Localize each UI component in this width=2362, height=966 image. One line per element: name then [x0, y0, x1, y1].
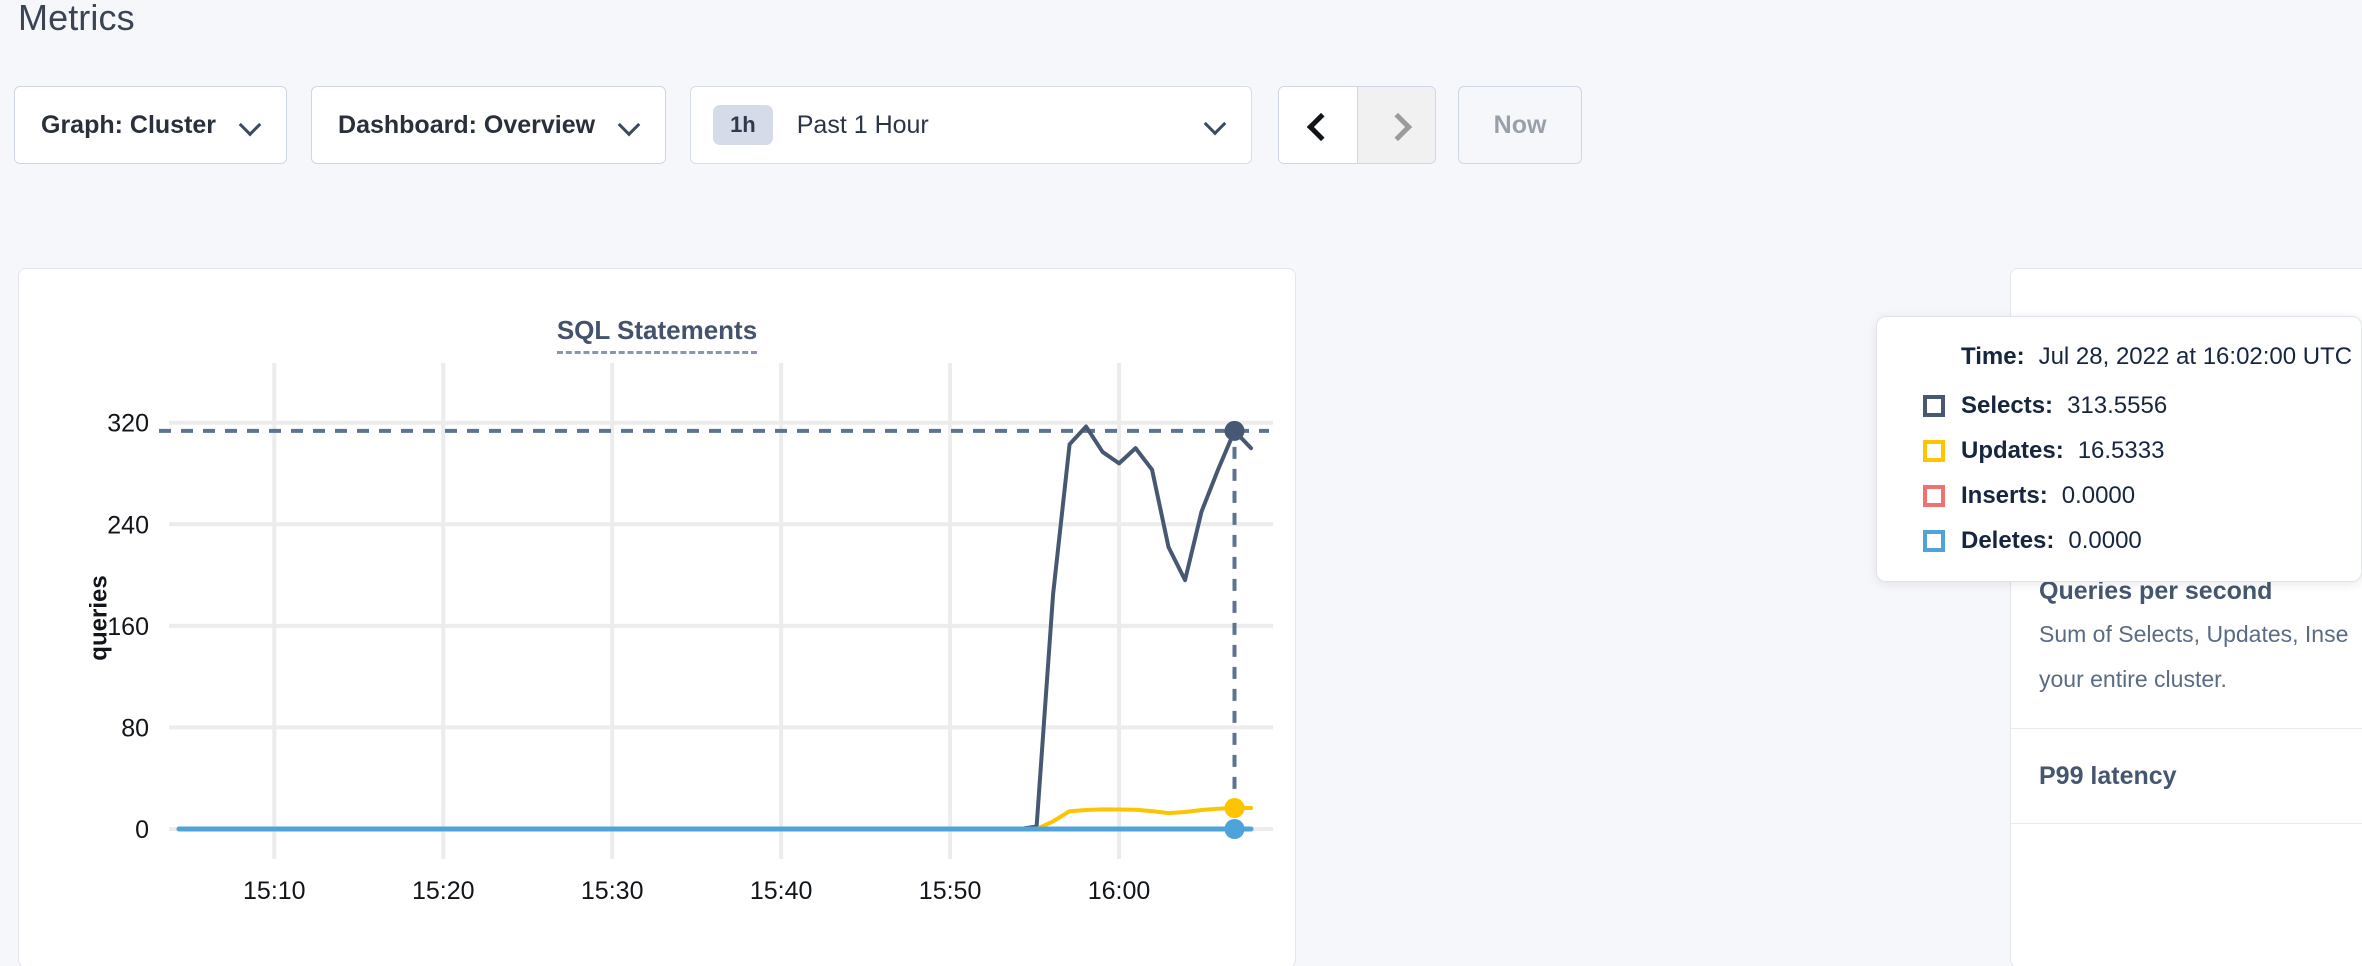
sidebar-item-p99-latency[interactable]: P99 latency — [2011, 729, 2362, 824]
sql-statements-plot: 0 80 160 240 320 15:10 15:20 15:30 15:40 15:50 16:… — [107, 363, 1273, 905]
tooltip-value: 16.5333 — [2077, 437, 2165, 464]
tooltip-key: Selects: — [1961, 392, 2054, 419]
y-tick-label: 0 — [135, 816, 149, 844]
data-point-marker-selects — [1224, 420, 1245, 441]
tooltip-row-updates: Updates: 16.5333 — [1923, 437, 2331, 465]
tooltip-row-selects: Selects: 313.5556 — [1923, 392, 2331, 420]
x-tick-label: 15:40 — [750, 877, 813, 905]
graph-selector-label: Graph: Cluster — [41, 110, 217, 139]
graph-selector-dropdown[interactable]: Graph: Cluster — [14, 86, 288, 164]
tooltip-key: Deletes: — [1961, 527, 2055, 554]
series-line-updates — [177, 806, 1253, 831]
time-prev-button[interactable] — [1279, 87, 1358, 163]
y-tick-label: 240 — [107, 511, 149, 539]
page-title: Metrics — [18, 0, 135, 38]
time-range-badge: 1h — [713, 105, 773, 145]
tooltip-time-key: Time: — [1961, 343, 2025, 370]
tooltip-key: Updates: — [1961, 437, 2064, 464]
time-next-button[interactable] — [1357, 87, 1436, 163]
toolbar: Graph: Cluster Dashboard: Overview 1h Pa… — [14, 86, 1583, 166]
sidebar-item-desc-line2: your entire cluster. — [2039, 666, 2227, 692]
x-tick-label: 15:20 — [412, 877, 475, 905]
time-nav-group — [1278, 86, 1437, 164]
x-tick-label: 15:10 — [243, 877, 306, 905]
tooltip-time-value: Jul 28, 2022 at 16:02:00 UTC — [2038, 343, 2353, 370]
dashboard-selector-label: Dashboard: Overview — [338, 110, 596, 139]
time-range-selector[interactable]: 1h Past 1 Hour — [690, 86, 1253, 164]
x-tick-label: 15:50 — [919, 877, 982, 905]
chevron-down-icon — [619, 115, 639, 135]
tooltip-value: 313.5556 — [2067, 392, 2168, 419]
chart-hover-tooltip: Time: Jul 28, 2022 at 16:02:00 UTC Selec… — [1876, 316, 2362, 582]
tooltip-row-inserts: Inserts: 0.0000 — [1923, 482, 2331, 510]
selects-color-swatch — [1923, 395, 1945, 417]
chart-title[interactable]: SQL Statements — [556, 315, 758, 354]
tooltip-value: 0.0000 — [2061, 482, 2136, 509]
now-button[interactable]: Now — [1458, 86, 1583, 164]
sql-statements-chart-card: SQL Statements queries 0 80 160 240 320 15:10… — [18, 268, 1296, 966]
tooltip-value: 0.0000 — [2068, 527, 2142, 554]
chevron-down-icon — [1205, 116, 1225, 136]
tooltip-time-row: Time: Jul 28, 2022 at 16:02:00 UTC — [1923, 343, 2352, 371]
dashboard-selector-dropdown[interactable]: Dashboard: Overview — [311, 86, 667, 164]
chevron-down-icon — [240, 115, 260, 135]
y-tick-label: 160 — [107, 613, 149, 641]
x-tick-label: 15:30 — [581, 877, 644, 905]
inserts-color-swatch — [1923, 485, 1945, 507]
tooltip-row-deletes: Deletes: 0.0000 — [1923, 527, 2331, 555]
data-point-marker-deletes — [1224, 819, 1245, 839]
deletes-color-swatch — [1923, 530, 1945, 552]
chevron-right-icon — [1386, 114, 1408, 136]
x-tick-label: 16:00 — [1088, 877, 1151, 905]
sidebar-item-label: P99 latency — [2039, 762, 2177, 790]
time-range-label: Past 1 Hour — [796, 110, 929, 139]
sidebar-item-desc-line1: Sum of Selects, Updates, Inse — [2039, 621, 2349, 647]
y-tick-label: 80 — [121, 714, 149, 742]
tooltip-key: Inserts: — [1961, 482, 2048, 509]
data-point-marker-updates — [1224, 798, 1245, 819]
chart-title-container: SQL Statements — [19, 315, 1295, 354]
chevron-left-icon — [1307, 114, 1329, 136]
updates-color-swatch — [1923, 440, 1945, 462]
y-tick-label: 320 — [107, 410, 149, 438]
